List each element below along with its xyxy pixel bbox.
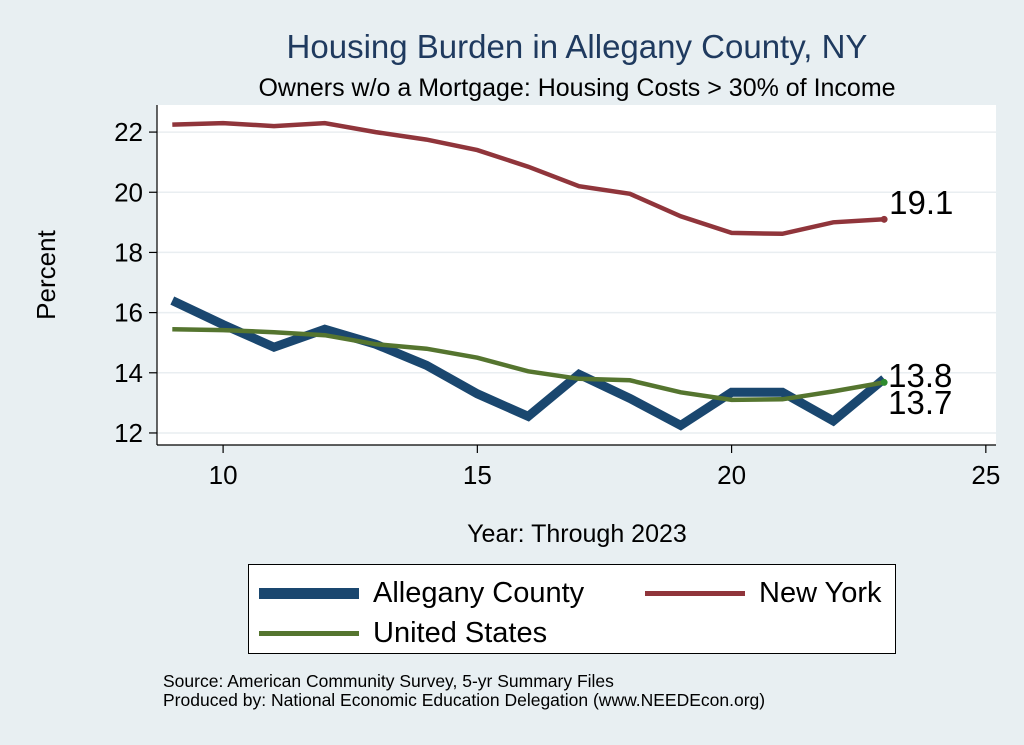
- y-tick-label-16: 16: [114, 298, 143, 328]
- y-tick-label-12: 12: [114, 418, 143, 448]
- y-tick-label-14: 14: [114, 358, 143, 388]
- y-axis-title: Percent: [31, 229, 61, 319]
- end-marker-united-states: [880, 378, 888, 386]
- x-tick-label-15: 15: [463, 460, 492, 490]
- source-note: Source: American Community Survey, 5-yr …: [163, 671, 614, 691]
- end-marker-new-york: [880, 215, 888, 223]
- x-tick-label-20: 20: [717, 460, 746, 490]
- legend-swatch-united-states: [259, 631, 359, 636]
- y-tick-label-18: 18: [114, 237, 143, 267]
- x-axis-title: Year: Through 2023: [467, 520, 687, 548]
- series-line-new-york: [172, 120, 885, 237]
- y-tick-label-20: 20: [114, 177, 143, 207]
- chart-subtitle: Owners w/o a Mortgage: Housing Costs > 3…: [258, 74, 896, 102]
- legend-swatch-allegany: [259, 588, 359, 599]
- legend-swatch-new-york: [645, 591, 745, 596]
- legend-item-allegany: Allegany County: [259, 577, 584, 610]
- y-tick-label-22: 22: [114, 117, 143, 147]
- legend-label-allegany: Allegany County: [373, 577, 585, 609]
- producer-note: Produced by: National Economic Education…: [163, 690, 766, 710]
- legend-item-united-states: United States: [259, 617, 547, 650]
- legend-label-united-states: United States: [373, 617, 548, 649]
- end-label-new-york: 19.1: [889, 184, 953, 221]
- series-line-united-states: [172, 326, 885, 403]
- chart-title: Housing Burden in Allegany County, NY: [286, 28, 868, 65]
- series-line-allegany-county: [170, 296, 887, 431]
- legend: Allegany County New York United States: [248, 564, 896, 654]
- x-tick-label-25: 25: [971, 460, 1000, 490]
- end-label-united-states: 13.7: [888, 384, 952, 421]
- end-label-allegany-county: 13.8: [888, 357, 952, 394]
- legend-label-new-york: New York: [759, 577, 882, 609]
- legend-item-new-york: New York: [645, 577, 882, 610]
- x-tick-label-10: 10: [209, 460, 238, 490]
